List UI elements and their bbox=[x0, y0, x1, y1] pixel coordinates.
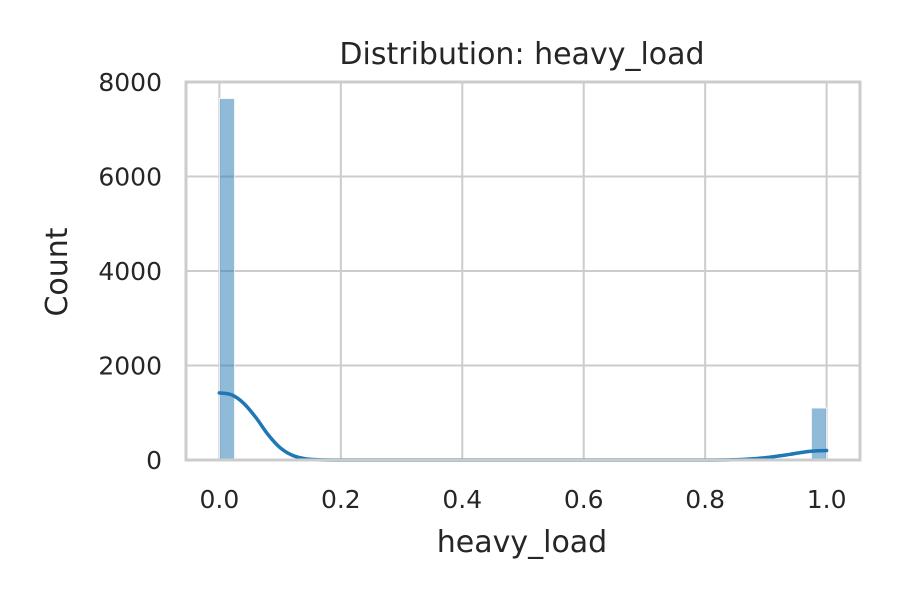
y-tick-label: 4000 bbox=[98, 257, 162, 286]
y-tick-label: 8000 bbox=[98, 68, 162, 97]
x-tick-label: 0.0 bbox=[200, 485, 240, 514]
x-tick-label: 1.0 bbox=[807, 485, 847, 514]
bars-layer bbox=[218, 98, 828, 461]
x-tick-label: 0.2 bbox=[321, 485, 361, 514]
kde-curve bbox=[217, 391, 829, 462]
grid-layer bbox=[186, 81, 860, 461]
x-tick-labels: 0.0 0.2 0.4 0.6 0.8 1.0 bbox=[200, 485, 847, 514]
y-axis-label: Count bbox=[40, 227, 75, 316]
x-axis-label: heavy_load bbox=[437, 525, 607, 560]
chart-title: Distribution: heavy_load bbox=[339, 37, 704, 72]
y-tick-labels: 0 2000 4000 6000 8000 bbox=[98, 68, 162, 475]
plot-frame bbox=[184, 80, 862, 462]
x-tick-label: 0.4 bbox=[442, 485, 482, 514]
y-tick-label: 0 bbox=[146, 446, 162, 475]
y-tick-label: 2000 bbox=[98, 352, 162, 381]
x-tick-label: 0.8 bbox=[685, 485, 725, 514]
y-tick-label: 6000 bbox=[98, 163, 162, 192]
x-tick-label: 0.6 bbox=[564, 485, 604, 514]
histogram-bar bbox=[218, 98, 235, 461]
